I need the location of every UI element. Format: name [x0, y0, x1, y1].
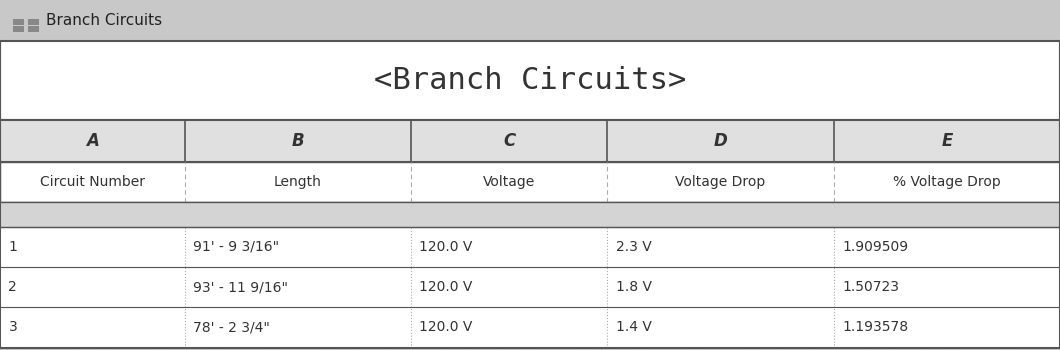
Text: 3: 3: [8, 321, 17, 335]
Bar: [28, 19, 39, 25]
Text: 1.50723: 1.50723: [843, 280, 899, 294]
Bar: [0, 0, 1060, 41]
Text: Length: Length: [273, 175, 321, 189]
Text: B: B: [292, 132, 304, 150]
Text: Voltage Drop: Voltage Drop: [675, 175, 765, 189]
Text: 120.0 V: 120.0 V: [420, 240, 473, 254]
Text: 2.3 V: 2.3 V: [616, 240, 652, 254]
Text: A: A: [86, 132, 99, 150]
Text: % Voltage Drop: % Voltage Drop: [893, 175, 1001, 189]
Bar: [13, 26, 24, 32]
Bar: [13, 19, 24, 25]
Bar: [0, 267, 1060, 307]
Text: Branch Circuits: Branch Circuits: [46, 13, 162, 28]
Bar: [0, 162, 1060, 202]
Bar: [0, 120, 1060, 162]
Text: 1.8 V: 1.8 V: [616, 280, 652, 294]
Bar: [0, 307, 1060, 348]
Text: D: D: [713, 132, 727, 150]
Text: 1.4 V: 1.4 V: [616, 321, 652, 335]
Bar: [28, 26, 39, 32]
Text: 1.909509: 1.909509: [843, 240, 908, 254]
Text: Voltage: Voltage: [483, 175, 535, 189]
Text: 1.193578: 1.193578: [843, 321, 908, 335]
Text: 91' - 9 3/16": 91' - 9 3/16": [193, 240, 279, 254]
Text: 120.0 V: 120.0 V: [420, 321, 473, 335]
Text: 78' - 2 3/4": 78' - 2 3/4": [193, 321, 270, 335]
Text: 120.0 V: 120.0 V: [420, 280, 473, 294]
Text: 2: 2: [8, 280, 17, 294]
Text: C: C: [504, 132, 515, 150]
Bar: [0, 202, 1060, 227]
Text: 93' - 11 9/16": 93' - 11 9/16": [193, 280, 288, 294]
Text: 1: 1: [8, 240, 17, 254]
Text: <Branch Circuits>: <Branch Circuits>: [374, 66, 686, 95]
Text: Circuit Number: Circuit Number: [40, 175, 145, 189]
Bar: [0, 227, 1060, 267]
Text: E: E: [941, 132, 953, 150]
Bar: [0, 41, 1060, 120]
